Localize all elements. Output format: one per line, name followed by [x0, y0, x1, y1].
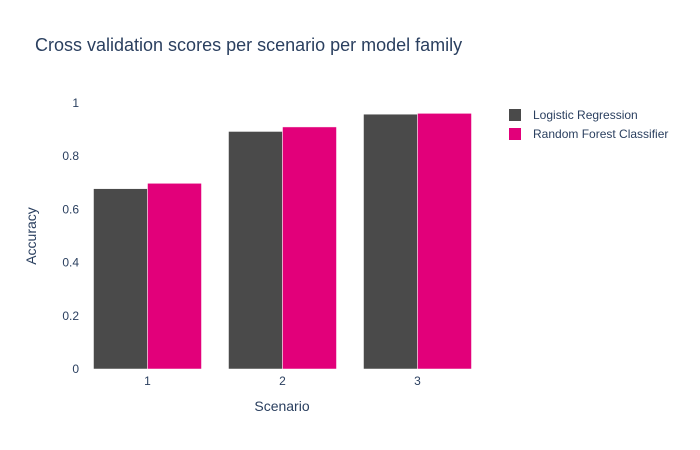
legend-swatch — [509, 109, 521, 121]
legend-label: Random Forest Classifier — [533, 127, 668, 141]
x-axis-ticks: 1 2 3 — [144, 374, 421, 388]
y-axis-title: Accuracy — [23, 207, 39, 265]
x-tick-label: 1 — [144, 374, 151, 388]
y-tick-label: 0.6 — [62, 202, 79, 216]
bar-logistic-regression-scenario-3 — [363, 113, 418, 370]
bar-random-forest-scenario-1 — [147, 183, 202, 370]
y-tick-label: 0.8 — [62, 149, 79, 163]
y-tick-label: 0 — [72, 362, 79, 376]
y-tick-label: 0.2 — [62, 309, 79, 323]
y-axis-ticks: 0 0.2 0.4 0.6 0.8 1 — [62, 96, 79, 376]
y-tick-label: 1 — [72, 96, 79, 110]
legend-label: Logistic Regression — [533, 108, 638, 122]
bars — [93, 113, 472, 370]
x-axis-title: Scenario — [254, 398, 309, 414]
legend: Logistic Regression Random Forest Classif… — [509, 108, 668, 141]
x-tick-label: 3 — [414, 374, 421, 388]
bar-logistic-regression-scenario-1 — [93, 188, 148, 370]
legend-swatch — [509, 128, 521, 140]
x-tick-label: 2 — [279, 374, 286, 388]
y-tick-label: 0.4 — [62, 256, 79, 270]
bar-random-forest-scenario-3 — [417, 113, 472, 370]
bar-logistic-regression-scenario-2 — [228, 131, 283, 370]
bar-random-forest-scenario-2 — [282, 126, 337, 370]
chart-title: Cross validation scores per scenario per… — [35, 35, 462, 55]
